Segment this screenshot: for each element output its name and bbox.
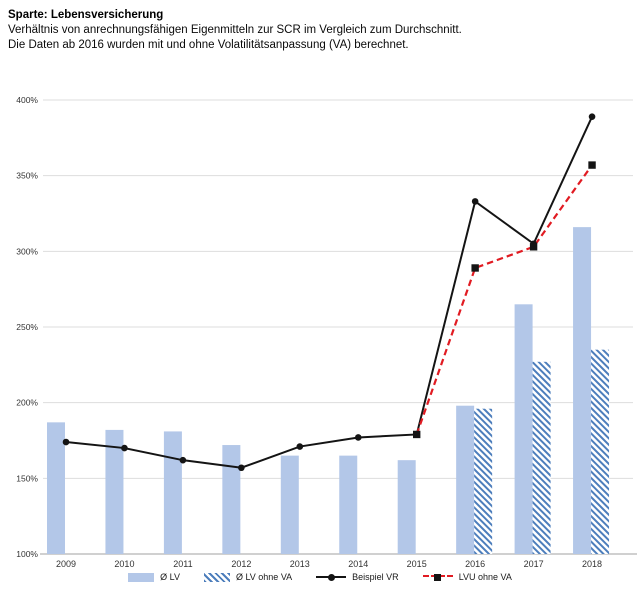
bar-oe-lv [105, 429, 124, 554]
marker-circle-beispiel-vr [238, 464, 245, 472]
legend-item-lvu-ohne-va: LVU ohne VA [422, 572, 512, 582]
chart-legend: Ø LV Ø LV ohne VA Beispiel VR LVU ohne V… [0, 572, 640, 582]
y-axis-label: 350% [16, 171, 38, 181]
bar-oe-lv [222, 445, 241, 554]
marker-square-lvu-ohne-va [471, 264, 479, 272]
solid-bar-swatch-icon [128, 572, 155, 582]
marker-circle-beispiel-vr [121, 444, 128, 452]
marker-circle-beispiel-vr [179, 456, 187, 464]
legend-item-oe-lv-ohne-va: Ø LV ohne VA [203, 572, 293, 582]
x-axis-label: 2013 [290, 559, 310, 569]
marker-circle-beispiel-vr [588, 113, 596, 120]
marker-circle-beispiel-vr [62, 438, 70, 446]
x-axis-label: 2011 [173, 559, 192, 569]
line-square-swatch-icon [422, 573, 453, 581]
bar-oe-lv [47, 422, 65, 554]
chart-subtitle-line-2: Die Daten ab 2016 wurden mit und ohne Vo… [8, 39, 409, 51]
line-lvu-ohne-va [415, 164, 593, 435]
x-axis-label: 2017 [524, 559, 544, 569]
bar-oe-lv-ohne-va [532, 361, 551, 554]
y-axis-label: 100% [16, 549, 38, 559]
chart-header: Sparte: Lebensversicherung Verhältnis vo… [8, 8, 628, 53]
legend-label-lvu-ohne-va: LVU ohne VA [458, 572, 512, 582]
bar-oe-lv-ohne-va [474, 408, 493, 554]
marker-square-lvu-ohne-va [588, 161, 596, 169]
marker-circle-beispiel-vr [471, 198, 479, 205]
hatched-bar-swatch-icon [203, 572, 230, 582]
marker-square-lvu-ohne-va [529, 243, 538, 251]
x-axis-label: 2010 [114, 559, 134, 569]
marker-circle-beispiel-vr [296, 443, 304, 450]
bar-oe-lv [514, 304, 533, 554]
x-axis-label: 2016 [465, 559, 485, 569]
line-beispiel-vr [65, 116, 593, 469]
bar-oe-lv [280, 455, 299, 554]
line-circle-swatch-icon [316, 573, 347, 581]
y-axis-label: 250% [16, 322, 38, 332]
x-axis-label: 2012 [231, 559, 251, 569]
x-axis-label: 2014 [348, 559, 368, 569]
y-axis-label: 300% [16, 246, 38, 256]
bar-oe-lv [573, 227, 592, 554]
legend-label-oe-lv-ohne-va: Ø LV ohne VA [235, 572, 293, 582]
marker-circle-beispiel-vr [354, 434, 362, 441]
chart-subtitle-line-1: Verhältnis von anrechnungsfähigen Eigenm… [8, 24, 462, 36]
bar-oe-lv [397, 460, 416, 554]
bar-oe-lv-ohne-va [591, 349, 610, 554]
x-axis-label: 2018 [582, 559, 602, 569]
bar-oe-lv [339, 455, 358, 554]
bar-oe-lv [456, 405, 475, 554]
x-axis-label: 2009 [56, 559, 76, 569]
legend-item-beispiel-vr: Beispiel VR [316, 572, 399, 582]
square-marker-icon [434, 573, 442, 581]
circle-marker-icon [327, 573, 335, 581]
legend-label-oe-lv: Ø LV [160, 572, 180, 582]
y-axis-label: 200% [16, 398, 38, 408]
legend-item-oe-lv: Ø LV [128, 572, 180, 582]
y-axis-label: 400% [16, 95, 38, 105]
y-axis-label: 150% [16, 473, 38, 483]
bar-oe-lv [163, 431, 182, 554]
chart-title: Sparte: Lebensversicherung [8, 9, 164, 21]
x-axis-label: 2015 [407, 559, 427, 569]
legend-label-beispiel-vr: Beispiel VR [352, 572, 399, 582]
marker-square-lvu-ohne-va [413, 430, 421, 439]
